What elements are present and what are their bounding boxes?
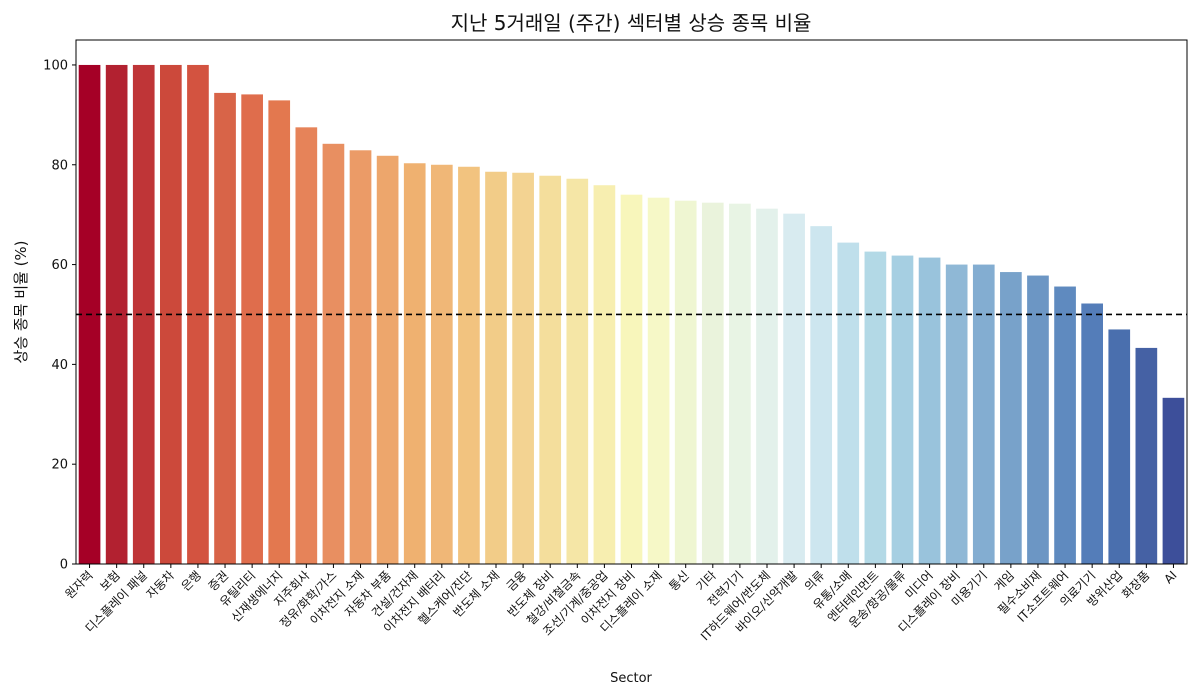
bar-5 xyxy=(214,92,236,565)
bar-28 xyxy=(837,242,860,565)
y-axis-label: 상승 종목 비율 (%) xyxy=(12,240,30,363)
x-tick-label-22: 통신 xyxy=(666,568,692,594)
bar-9 xyxy=(322,143,345,565)
bar-2 xyxy=(132,64,155,564)
bar-33 xyxy=(972,264,995,564)
bar-39 xyxy=(1135,347,1158,564)
bar-22 xyxy=(674,200,697,564)
x-tick-label-3: 자동차 xyxy=(144,568,177,601)
bar-14 xyxy=(458,166,480,564)
bar-30 xyxy=(891,255,914,564)
bar-16 xyxy=(512,172,534,564)
bar-17 xyxy=(539,175,562,565)
y-tick-label-0: 0 xyxy=(60,558,68,573)
bar-26 xyxy=(783,213,805,565)
bar-37 xyxy=(1081,303,1103,564)
x-tick-label-4: 은행 xyxy=(178,568,204,594)
y-axis: 0 20 40 60 80 100 xyxy=(43,58,76,573)
bar-36 xyxy=(1054,286,1076,564)
bar-12 xyxy=(403,163,426,564)
bar-21 xyxy=(647,197,670,564)
bar-10 xyxy=(349,150,372,565)
bar-40 xyxy=(1162,397,1185,564)
bar-6 xyxy=(241,94,263,565)
bar-31 xyxy=(918,257,941,564)
bar-8 xyxy=(295,127,318,564)
bar-7 xyxy=(268,100,291,564)
y-tick-label-1: 20 xyxy=(51,458,68,473)
bar-20 xyxy=(620,194,643,564)
chart-title: 지난 5거래일 (주간) 섹터별 상승 종목 비율 xyxy=(451,11,812,35)
y-tick-label-4: 80 xyxy=(51,158,68,173)
plot-area xyxy=(75,39,1188,565)
bar-29 xyxy=(864,251,887,564)
x-tick-label-0: 원자력 xyxy=(62,568,95,601)
bar-11 xyxy=(376,155,399,564)
bar-23 xyxy=(701,202,724,564)
bar-38 xyxy=(1108,329,1131,564)
bar-18 xyxy=(566,178,589,565)
bar-27 xyxy=(810,226,833,564)
y-tick-label-2: 40 xyxy=(51,358,68,373)
bar-25 xyxy=(756,208,778,564)
x-tick-label-39: 화장품 xyxy=(1119,568,1152,601)
y-tick-label-3: 60 xyxy=(51,258,68,273)
bar-15 xyxy=(485,171,507,564)
x-tick-label-40: AI xyxy=(1161,568,1179,586)
bar-34 xyxy=(1000,272,1022,564)
bar-13 xyxy=(430,164,453,564)
y-tick-label-5: 100 xyxy=(43,58,68,73)
bar-19 xyxy=(593,185,616,564)
bar-32 xyxy=(945,264,968,564)
x-axis-label: Sector xyxy=(610,671,652,686)
bar-24 xyxy=(729,203,751,564)
bar-35 xyxy=(1027,275,1049,564)
